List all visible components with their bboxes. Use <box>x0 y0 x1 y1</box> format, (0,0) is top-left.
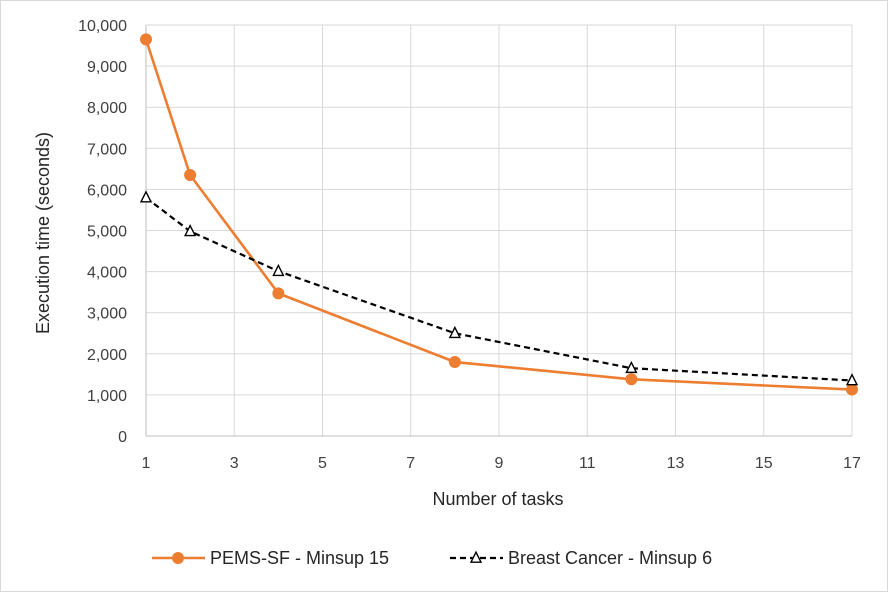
y-tick-label: 6,000 <box>87 182 127 199</box>
data-point <box>140 33 152 46</box>
series-group <box>139 33 859 396</box>
data-point <box>448 356 461 369</box>
legend-label: PEMS-SF - Minsup 15 <box>210 548 389 568</box>
data-point <box>183 223 197 237</box>
data-point <box>845 373 859 386</box>
data-point <box>272 287 285 300</box>
y-tick-label: 0 <box>118 429 127 446</box>
data-point <box>846 383 858 396</box>
data-point <box>184 169 197 182</box>
x-tick-label: 9 <box>495 455 504 472</box>
y-tick-label: 9,000 <box>87 59 127 76</box>
data-point <box>272 263 285 277</box>
legend: PEMS-SF - Minsup 15 Breast Cancer - Minsu… <box>152 548 712 568</box>
data-point <box>625 360 638 374</box>
x-tick-label: 3 <box>230 455 239 472</box>
data-point <box>625 373 638 386</box>
y-tick-label: 2,000 <box>87 347 127 364</box>
y-tick-label: 7,000 <box>87 141 127 158</box>
legend-marker <box>469 550 483 563</box>
y-axis-title: Execution time (seconds) <box>33 132 53 334</box>
y-tick-labels: 0 1,000 2,000 3,000 4,000 5,000 6,000 7,000 8,00… <box>78 18 127 446</box>
x-tick-label: 11 <box>579 455 596 472</box>
data-point <box>139 190 153 203</box>
y-tick-label: 8,000 <box>87 100 127 117</box>
x-tick-label: 5 <box>318 455 327 472</box>
x-tick-label: 17 <box>843 455 861 472</box>
x-axis-title: Number of tasks <box>432 489 563 509</box>
x-tick-labels: 1 3 5 7 9 11 13 15 17 <box>142 455 861 472</box>
legend-label: Breast Cancer - Minsup 6 <box>508 548 712 568</box>
x-tick-label: 15 <box>755 455 773 472</box>
y-tick-label: 5,000 <box>87 224 127 241</box>
series-line <box>145 196 853 382</box>
data-point <box>448 325 462 339</box>
grid-lines <box>146 24 853 436</box>
x-tick-label: 13 <box>667 455 685 472</box>
series-line <box>144 38 853 391</box>
axes <box>145 25 852 437</box>
y-tick-label: 3,000 <box>87 306 127 323</box>
y-tick-label: 10,000 <box>78 18 127 35</box>
x-tick-label: 1 <box>142 455 151 472</box>
y-tick-label: 1,000 <box>87 388 127 405</box>
y-tick-label: 4,000 <box>87 265 127 282</box>
x-tick-label: 7 <box>406 455 415 472</box>
legend-marker <box>172 552 184 564</box>
